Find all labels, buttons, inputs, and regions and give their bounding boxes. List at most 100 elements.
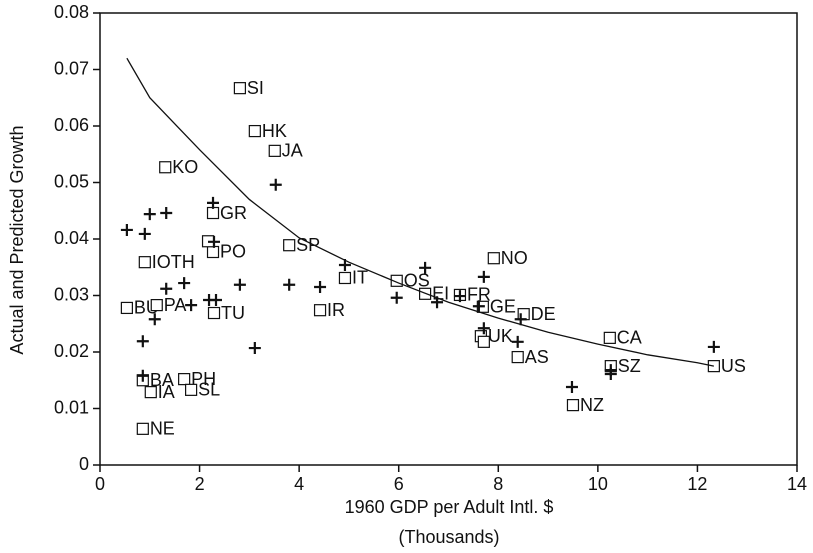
country-label: CA bbox=[617, 328, 642, 348]
country-label: IOTH bbox=[152, 252, 195, 272]
country-label: EI bbox=[432, 284, 449, 304]
actual-point bbox=[138, 256, 151, 269]
predicted-point bbox=[390, 291, 403, 304]
country-label: US bbox=[721, 356, 746, 376]
x-tick-label: 6 bbox=[394, 474, 404, 494]
predicted-point bbox=[514, 313, 527, 326]
predicted-point bbox=[210, 294, 223, 307]
actual-point bbox=[248, 124, 261, 138]
predicted-point bbox=[604, 368, 617, 381]
country-label: NE bbox=[150, 419, 175, 439]
actual-point bbox=[159, 161, 172, 174]
predicted-point bbox=[160, 207, 173, 220]
country-label: HK bbox=[262, 121, 287, 141]
country-label: FR bbox=[467, 285, 491, 305]
predicted-point bbox=[148, 313, 161, 326]
x-tick-label: 0 bbox=[95, 474, 105, 494]
country-label: IR bbox=[327, 300, 345, 320]
actual-point bbox=[136, 422, 149, 435]
country-label: PA bbox=[164, 295, 187, 315]
country-label: PO bbox=[220, 242, 246, 262]
x-axis-label: (Thousands) bbox=[398, 527, 499, 547]
actual-point bbox=[390, 274, 403, 287]
actual-point bbox=[283, 239, 296, 252]
actual-point bbox=[566, 399, 580, 412]
actual-point bbox=[477, 335, 490, 348]
actual-point bbox=[268, 144, 281, 157]
y-axis-label: Actual and Predicted Growth bbox=[7, 125, 27, 354]
x-tick-label: 12 bbox=[687, 474, 707, 494]
actual-point bbox=[144, 386, 157, 399]
country-label: NO bbox=[501, 248, 528, 268]
country-label: PH bbox=[191, 369, 216, 389]
predicted-point bbox=[477, 270, 490, 283]
country-label: SZ bbox=[618, 356, 641, 376]
predicted-point bbox=[565, 381, 578, 394]
actual-point bbox=[338, 271, 352, 285]
predicted-point bbox=[283, 278, 296, 291]
predicted-point bbox=[185, 299, 198, 312]
country-label: SL bbox=[198, 380, 220, 400]
predicted-point bbox=[511, 335, 524, 348]
country-label: NZ bbox=[580, 395, 604, 415]
country-label: SI bbox=[247, 78, 264, 98]
predicted-point bbox=[419, 261, 432, 274]
actual-point bbox=[150, 299, 163, 312]
y-tick-label: 0.07 bbox=[54, 58, 89, 78]
country-label: UK bbox=[488, 326, 513, 346]
actual-point bbox=[233, 82, 246, 95]
y-tick-label: 0.02 bbox=[54, 341, 89, 361]
country-label: BA bbox=[150, 370, 174, 390]
predicted-point bbox=[160, 282, 173, 295]
country-label: IA bbox=[158, 382, 175, 402]
predicted-point bbox=[248, 342, 261, 355]
country-label: OS bbox=[404, 271, 430, 291]
actual-point bbox=[206, 245, 220, 259]
x-tick-label: 4 bbox=[294, 474, 304, 494]
country-label: GR bbox=[220, 203, 247, 223]
predicted-point bbox=[120, 223, 133, 236]
predicted-point bbox=[707, 340, 720, 353]
x-axis-label: 1960 GDP per Adult Intl. $ bbox=[345, 497, 554, 517]
country-label: IT bbox=[352, 268, 368, 288]
actual-point bbox=[206, 206, 220, 220]
x-tick-label: 2 bbox=[195, 474, 205, 494]
y-tick-label: 0.03 bbox=[54, 284, 89, 304]
country-label: DE bbox=[531, 304, 556, 324]
x-tick-label: 14 bbox=[787, 474, 807, 494]
actual-point bbox=[185, 383, 198, 396]
y-tick-label: 0.04 bbox=[54, 228, 89, 248]
actual-point bbox=[603, 331, 616, 344]
predicted-point bbox=[136, 369, 149, 382]
predicted-point bbox=[178, 277, 191, 290]
y-tick-label: 0.06 bbox=[54, 115, 89, 135]
country-label: KO bbox=[172, 157, 198, 177]
y-tick-label: 0.01 bbox=[54, 397, 89, 417]
predicted-point bbox=[138, 227, 151, 240]
actual-point bbox=[511, 350, 524, 364]
x-tick-label: 8 bbox=[493, 474, 503, 494]
y-tick-label: 0 bbox=[79, 454, 89, 474]
predicted-point bbox=[207, 196, 220, 209]
actual-point bbox=[178, 373, 191, 386]
country-label: GE bbox=[490, 297, 516, 317]
country-label: AS bbox=[525, 347, 549, 367]
predicted-point bbox=[208, 235, 221, 248]
actual-point bbox=[313, 304, 327, 317]
predicted-point bbox=[269, 178, 282, 191]
predicted-point bbox=[477, 322, 490, 335]
y-tick-label: 0.05 bbox=[54, 171, 89, 191]
predicted-point bbox=[143, 208, 156, 221]
x-tick-label: 10 bbox=[588, 474, 608, 494]
actual-point bbox=[120, 301, 133, 315]
country-label: TU bbox=[221, 303, 245, 323]
predicted-point bbox=[233, 278, 246, 291]
y-tick-label: 0.08 bbox=[54, 2, 89, 22]
predicted-point bbox=[314, 281, 327, 294]
fitted-curve bbox=[126, 57, 714, 367]
predicted-point bbox=[453, 290, 466, 303]
predicted-point bbox=[338, 258, 351, 271]
predicted-point bbox=[136, 335, 149, 348]
actual-point bbox=[487, 252, 500, 265]
